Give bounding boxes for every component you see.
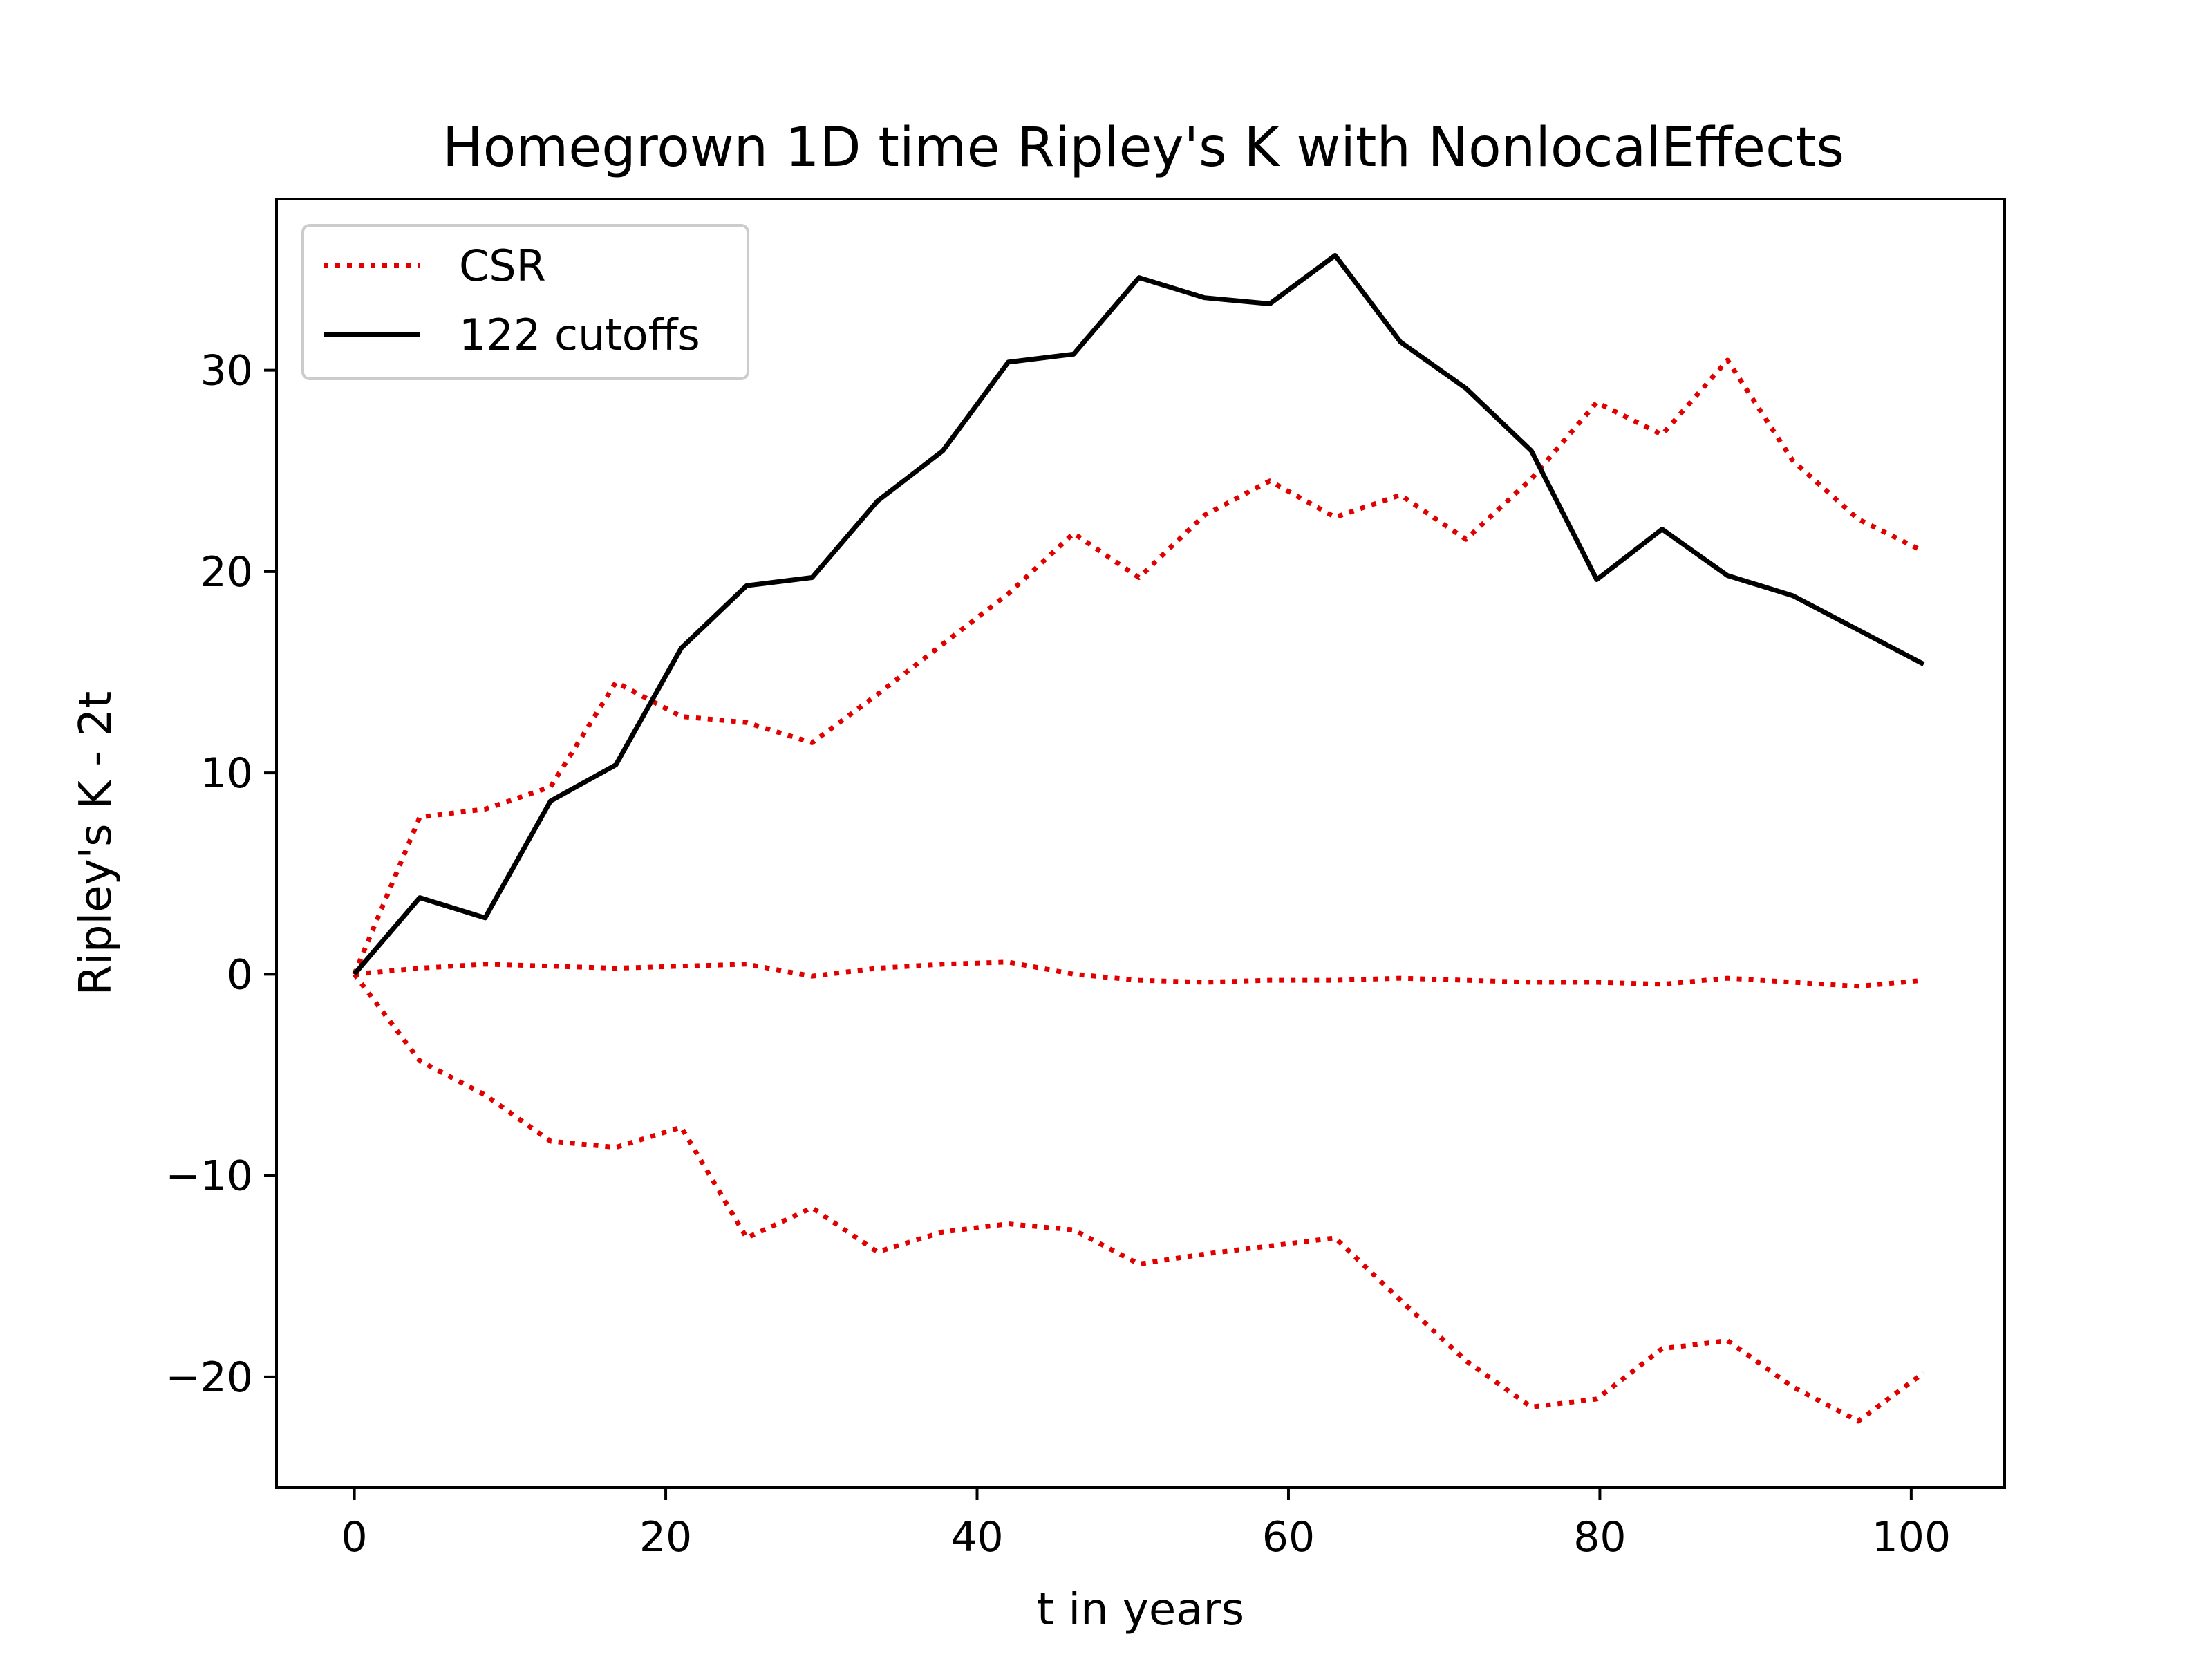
x-tick-label: 20 — [639, 1513, 692, 1562]
plot-frame — [275, 198, 2006, 1489]
y-tick-label: 30 — [200, 347, 253, 395]
series-line-csr-3 — [352, 973, 1925, 1424]
chart-title: Homegrown 1D time Ripley's K with Nonloc… — [442, 117, 1844, 179]
x-ticks: 0 20 40 60 80 100 — [341, 1488, 1951, 1562]
plot-lines — [352, 253, 1925, 1424]
y-tick-label: 0 — [227, 950, 253, 999]
legend-label-cutoffs: 122 cutoffs — [459, 310, 700, 360]
legend: CSR 122 cutoffs — [301, 224, 749, 380]
x-tick-label: 60 — [1262, 1513, 1315, 1562]
y-tick-label: −20 — [165, 1353, 253, 1402]
x-tick-label: 40 — [950, 1513, 1003, 1562]
x-tick-label: 100 — [1872, 1513, 1951, 1562]
legend-label-csr: CSR — [459, 241, 546, 291]
x-tick-label: 80 — [1573, 1513, 1626, 1562]
y-axis-label: Ripley's K - 2t — [71, 691, 122, 996]
series-line-csr-1 — [352, 357, 1925, 975]
y-ticks: −20 −10 0 10 20 30 — [165, 347, 276, 1402]
legend-box — [301, 224, 749, 380]
series-line-csr-2 — [354, 959, 1924, 989]
series-line-122-cutoffs — [352, 253, 1925, 976]
y-tick-label: 10 — [200, 749, 253, 798]
y-tick-label: −10 — [165, 1152, 253, 1201]
y-tick-label: 20 — [200, 548, 253, 597]
x-tick-label: 0 — [341, 1513, 368, 1562]
x-axis-label: t in years — [1037, 1584, 1244, 1635]
